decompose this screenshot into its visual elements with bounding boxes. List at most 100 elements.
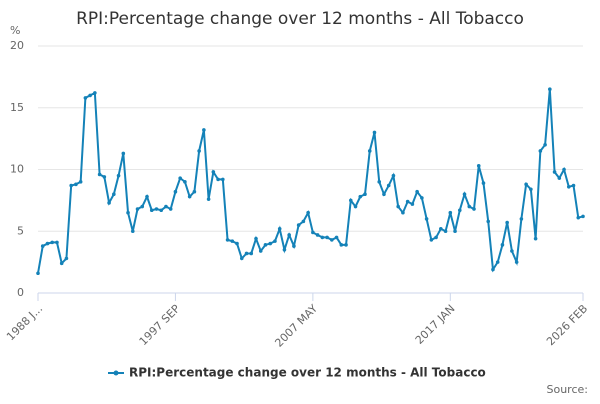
point [159, 208, 164, 213]
point [581, 214, 585, 219]
point [377, 180, 382, 184]
point [45, 241, 50, 246]
point [467, 204, 472, 209]
point [173, 189, 178, 194]
point [457, 208, 462, 213]
point [367, 149, 372, 153]
series-line [37, 89, 584, 274]
point [429, 238, 434, 242]
point [576, 215, 581, 220]
point [55, 240, 59, 245]
point [571, 183, 576, 188]
point [273, 239, 277, 243]
y-tick-label: 20 [10, 39, 24, 52]
legend-label: RPI:Percentage change over 12 months - A… [129, 366, 486, 380]
point [486, 219, 491, 224]
x-tick-label: 1988 J... [4, 302, 45, 343]
point [69, 183, 73, 188]
point [401, 210, 405, 215]
x-tick-label: 1997 SEP [137, 302, 183, 348]
point [50, 240, 55, 245]
point [348, 198, 353, 203]
point [462, 192, 467, 196]
point [548, 87, 552, 92]
point [178, 176, 182, 180]
point [126, 210, 130, 215]
point [391, 173, 396, 178]
point [491, 267, 495, 272]
point [107, 201, 111, 205]
point [301, 219, 306, 224]
point [472, 207, 476, 211]
point [306, 210, 310, 215]
chart-title: RPI:Percentage change over 12 months - A… [76, 9, 524, 29]
point [168, 207, 173, 211]
point [287, 233, 291, 237]
point [334, 235, 339, 240]
point [93, 91, 97, 95]
point [330, 238, 334, 242]
point [382, 192, 386, 196]
point [97, 172, 102, 177]
point [197, 149, 201, 153]
point [277, 226, 282, 231]
point [358, 194, 363, 199]
point [74, 182, 78, 187]
y-tick-label: 15 [10, 101, 24, 114]
point [135, 207, 140, 211]
point [481, 181, 486, 185]
point [476, 163, 481, 168]
point [410, 202, 415, 206]
point [495, 260, 500, 264]
point [64, 256, 69, 261]
point [500, 243, 505, 247]
point [320, 235, 325, 240]
point [254, 236, 258, 241]
point [538, 149, 543, 153]
point [453, 229, 457, 234]
point [102, 175, 107, 179]
point [372, 130, 377, 135]
point [235, 241, 239, 246]
point [505, 220, 509, 225]
point [40, 244, 45, 248]
point [183, 180, 187, 184]
point [363, 192, 367, 196]
point [514, 260, 519, 264]
point [448, 210, 453, 215]
point [519, 217, 524, 221]
point [36, 271, 40, 276]
point [552, 170, 557, 174]
point [405, 199, 410, 204]
point [154, 207, 159, 211]
point [424, 217, 429, 221]
point [420, 196, 424, 200]
point [164, 204, 168, 209]
point [315, 233, 320, 237]
point [510, 249, 514, 253]
source: Source: [547, 383, 589, 396]
point [325, 235, 329, 240]
point [149, 208, 154, 213]
legend-marker [113, 370, 119, 376]
point [121, 151, 126, 156]
y-axis-label: % [10, 24, 20, 37]
y-tick-label: 5 [17, 224, 24, 237]
point [192, 189, 197, 194]
point [145, 194, 149, 199]
point [443, 229, 448, 234]
point [211, 170, 216, 174]
point [83, 96, 88, 100]
point [296, 223, 301, 227]
point [187, 194, 192, 199]
point [130, 229, 135, 234]
point [557, 176, 562, 180]
point [439, 226, 443, 231]
point [78, 180, 83, 184]
point [562, 167, 566, 172]
point [524, 182, 528, 187]
point [116, 173, 121, 178]
point [415, 189, 419, 194]
x-tick-label: 2017 JAN [413, 302, 458, 347]
